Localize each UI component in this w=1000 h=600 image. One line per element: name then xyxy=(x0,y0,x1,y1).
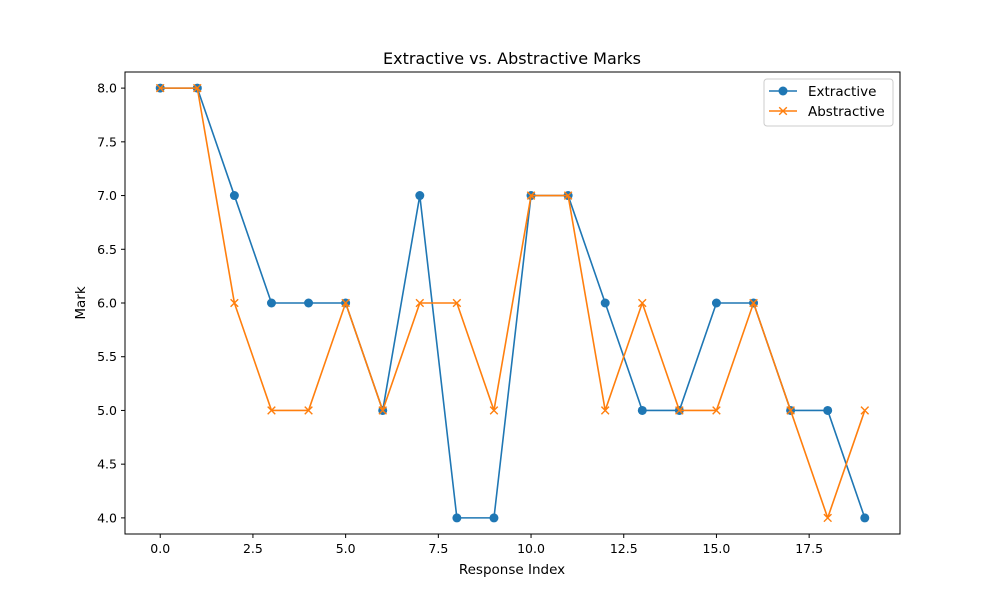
x-tick-label: 5.0 xyxy=(336,541,356,556)
x-tick-label: 10.0 xyxy=(517,541,545,556)
data-point xyxy=(229,191,239,201)
data-point xyxy=(600,298,610,308)
data-point xyxy=(415,191,425,201)
y-tick-label: 4.0 xyxy=(97,510,117,525)
data-point xyxy=(563,191,573,200)
series-abstractive xyxy=(155,83,870,523)
data-point xyxy=(304,406,313,415)
series-line xyxy=(160,87,866,519)
data-point xyxy=(675,406,684,415)
series-line xyxy=(160,87,866,519)
data-point xyxy=(600,406,610,415)
legend: Extractive Abstractive xyxy=(763,78,894,127)
data-point xyxy=(378,406,388,415)
data-point xyxy=(489,513,499,523)
y-tick-label: 6.5 xyxy=(97,242,117,257)
data-point xyxy=(749,298,758,308)
y-tick-label: 6.0 xyxy=(97,296,117,311)
data-point xyxy=(637,405,647,415)
data-point xyxy=(193,83,202,93)
data-point xyxy=(786,406,795,415)
legend-item-extractive: Extractive xyxy=(769,84,876,100)
y-tick-label: 4.5 xyxy=(97,457,117,472)
data-point xyxy=(712,406,721,415)
plot-area xyxy=(155,83,870,523)
data-point xyxy=(526,191,536,200)
x-tick-label: 15.0 xyxy=(703,541,731,556)
y-tick-label: 7.5 xyxy=(97,134,117,149)
chart-title: Extractive vs. Abstractive Marks xyxy=(383,49,641,68)
data-point xyxy=(230,298,239,308)
legend-label: Extractive xyxy=(808,84,876,100)
data-point xyxy=(266,298,276,308)
data-point xyxy=(860,513,870,523)
legend-item-abstractive: Abstractive xyxy=(769,104,885,120)
y-tick-label: 7.0 xyxy=(97,188,117,203)
legend-label: Abstractive xyxy=(808,104,885,120)
data-point xyxy=(452,513,462,523)
data-point xyxy=(155,83,165,93)
x-axis-label: Response Index xyxy=(459,562,565,578)
x-tick-label: 7.5 xyxy=(428,541,448,556)
x-axis: 0.0 2.5 5.0 7.5 10.0 12.5 15.0 17.5 xyxy=(150,534,823,556)
legend-marker xyxy=(778,86,788,96)
x-tick-label: 12.5 xyxy=(610,541,638,556)
data-point xyxy=(452,298,462,308)
data-point xyxy=(860,406,870,415)
data-point xyxy=(711,298,721,308)
data-point xyxy=(637,298,647,308)
y-tick-label: 5.0 xyxy=(97,403,117,418)
y-tick-label: 8.0 xyxy=(97,81,117,96)
data-point xyxy=(823,405,833,415)
x-tick-label: 17.5 xyxy=(795,541,823,556)
data-point xyxy=(267,406,276,415)
x-tick-label: 2.5 xyxy=(243,541,263,556)
data-point xyxy=(304,298,314,308)
y-axis-label: Mark xyxy=(73,286,89,319)
y-tick-label: 5.5 xyxy=(97,349,117,364)
data-point xyxy=(341,298,350,308)
legend-marker xyxy=(778,106,788,116)
x-tick-label: 0.0 xyxy=(150,541,170,556)
y-axis: 4.0 4.5 5.0 5.5 6.0 6.5 7.0 7.5 8.0 xyxy=(97,81,125,525)
data-point xyxy=(823,513,832,523)
data-point xyxy=(415,298,425,308)
data-point xyxy=(489,406,499,415)
